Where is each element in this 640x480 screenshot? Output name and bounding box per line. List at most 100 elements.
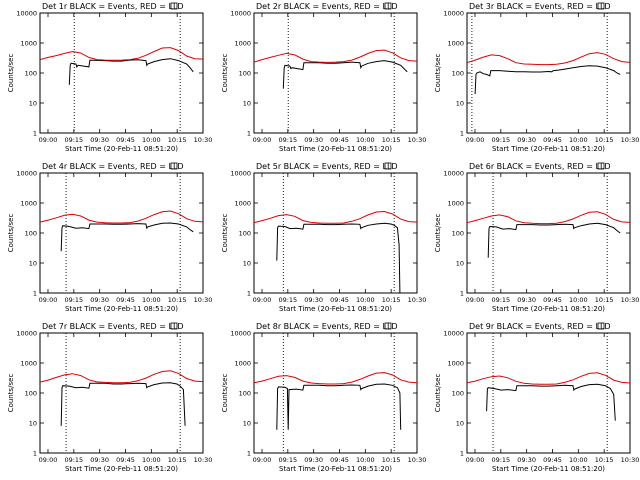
x-tick-label: 09:15 — [491, 456, 510, 464]
panel-title: Det 9r BLACK = Events, RED = LLD — [469, 322, 611, 331]
x-tick-label: 09:45 — [116, 456, 135, 464]
x-tick-label: 09:15 — [491, 296, 510, 304]
x-tick-label: 09:45 — [116, 296, 135, 304]
x-axis-label: Start Time (20-Feb-11 08:51:20) — [65, 145, 178, 153]
panel-1: Det 1r BLACK = Events, RED = LLD 1 10 100 10… — [7, 2, 212, 153]
y-tick-label: 100 — [25, 230, 37, 238]
panel-title: Det 1r BLACK = Events, RED = LLD — [42, 2, 184, 11]
panel-title: Det 3r BLACK = Events, RED = LLD — [469, 2, 611, 11]
events-series-line — [282, 60, 408, 89]
legend-box — [597, 162, 605, 170]
y-axis-label: Counts/sec — [7, 54, 15, 93]
x-axis-label: Start Time (20-Feb-11 08:51:20) — [492, 305, 605, 313]
y-tick-label: 10000 — [230, 10, 251, 18]
y-axis-label: Counts/sec — [221, 54, 229, 93]
legend-box — [384, 162, 392, 170]
x-tick-label: 09:45 — [330, 456, 349, 464]
y-tick-label: 100 — [25, 390, 37, 398]
x-axis-label: Start Time (20-Feb-11 08:51:20) — [492, 145, 605, 153]
x-tick-label: 09:00 — [253, 296, 272, 304]
y-tick-label: 1000 — [234, 200, 251, 208]
y-tick-label: 100 — [452, 230, 464, 238]
x-tick-label: 10:30 — [408, 296, 427, 304]
x-tick-label: 10:00 — [569, 456, 588, 464]
legend-box — [170, 162, 178, 170]
x-tick-label: 09:45 — [543, 136, 562, 144]
x-tick-label: 10:30 — [621, 136, 640, 144]
lld-series-line — [39, 370, 204, 384]
x-tick-label: 09:30 — [304, 296, 323, 304]
y-axis-label: Counts/sec — [434, 214, 442, 253]
x-axis-label: Start Time (20-Feb-11 08:51:20) — [492, 465, 605, 473]
y-tick-label: 10 — [456, 420, 464, 428]
panel-9: Det 9r BLACK = Events, RED = LLD 1 10 100 10… — [434, 322, 639, 473]
y-tick-label: 100 — [25, 70, 37, 78]
x-tick-label: 09:30 — [304, 456, 323, 464]
events-series-line — [487, 222, 621, 258]
y-axis-label: Counts/sec — [434, 54, 442, 93]
events-series-line — [486, 383, 616, 421]
panel-3: Det 3r BLACK = Events, RED = LLD 1 10 100 10… — [434, 2, 639, 153]
panel-7: Det 7r BLACK = Events, RED = LLD 1 10 100 10… — [7, 322, 212, 473]
x-tick-label: 09:45 — [116, 136, 135, 144]
panel-8: Det 8r BLACK = Events, RED = LLD 1 10 100 10… — [221, 322, 426, 473]
x-tick-label: 09:30 — [304, 136, 323, 144]
plot-frame — [253, 332, 418, 454]
plot-frame — [253, 12, 418, 134]
x-tick-label: 09:30 — [90, 136, 109, 144]
y-tick-label: 1000 — [20, 200, 37, 208]
panel-title: Det 6r BLACK = Events, RED = LLD — [469, 162, 611, 171]
x-tick-label: 10:15 — [382, 456, 401, 464]
y-tick-label: 10 — [29, 260, 37, 268]
events-series-line — [60, 382, 186, 426]
y-tick-label: 1 — [247, 130, 251, 138]
panel-4: Det 4r BLACK = Events, RED = LLD 1 10 100 10… — [7, 162, 212, 313]
x-axis-label: Start Time (20-Feb-11 08:51:20) — [65, 305, 178, 313]
y-tick-label: 10 — [29, 420, 37, 428]
y-tick-label: 10000 — [443, 10, 464, 18]
x-axis-label: Start Time (20-Feb-11 08:51:20) — [279, 145, 392, 153]
x-tick-label: 09:30 — [90, 456, 109, 464]
y-tick-label: 1000 — [234, 40, 251, 48]
y-tick-label: 1 — [33, 290, 37, 298]
x-tick-label: 09:45 — [543, 456, 562, 464]
legend-box — [170, 2, 178, 10]
y-tick-label: 10 — [456, 260, 464, 268]
x-tick-label: 10:30 — [408, 456, 427, 464]
y-tick-label: 10000 — [443, 330, 464, 338]
x-tick-label: 09:30 — [517, 456, 536, 464]
panel-5: Det 5r BLACK = Events, RED = LLD 1 10 100 10… — [221, 162, 426, 313]
y-tick-label: 100 — [452, 70, 464, 78]
legend-box — [384, 322, 392, 330]
x-tick-label: 10:00 — [142, 296, 161, 304]
x-tick-label: 09:15 — [278, 136, 297, 144]
x-tick-label: 10:00 — [356, 296, 375, 304]
x-tick-label: 09:15 — [64, 136, 83, 144]
y-tick-label: 1 — [247, 290, 251, 298]
y-tick-label: 10000 — [230, 330, 251, 338]
y-tick-label: 1000 — [234, 360, 251, 368]
panel-6: Det 6r BLACK = Events, RED = LLD 1 10 100 10… — [434, 162, 639, 313]
lld-series-line — [466, 372, 631, 385]
y-tick-label: 10000 — [443, 170, 464, 178]
x-tick-label: 09:30 — [517, 296, 536, 304]
x-tick-label: 10:00 — [356, 136, 375, 144]
x-tick-label: 09:00 — [39, 296, 58, 304]
panel-title: Det 7r BLACK = Events, RED = LLD — [42, 322, 184, 331]
legend-box — [597, 2, 605, 10]
events-series-line — [60, 222, 194, 252]
x-axis-label: Start Time (20-Feb-11 08:51:20) — [65, 465, 178, 473]
x-tick-label: 10:15 — [168, 136, 187, 144]
y-tick-label: 1000 — [447, 360, 464, 368]
x-tick-label: 09:45 — [330, 136, 349, 144]
y-tick-label: 1 — [460, 450, 464, 458]
x-tick-label: 10:30 — [194, 136, 213, 144]
y-tick-label: 10000 — [16, 330, 37, 338]
x-tick-label: 09:15 — [278, 456, 297, 464]
x-tick-label: 10:15 — [382, 296, 401, 304]
panel-2: Det 2r BLACK = Events, RED = LLD 1 10 100 10… — [221, 2, 426, 153]
x-tick-label: 10:00 — [142, 456, 161, 464]
x-tick-label: 09:15 — [64, 296, 83, 304]
y-tick-label: 1 — [247, 450, 251, 458]
x-tick-label: 10:00 — [356, 456, 375, 464]
